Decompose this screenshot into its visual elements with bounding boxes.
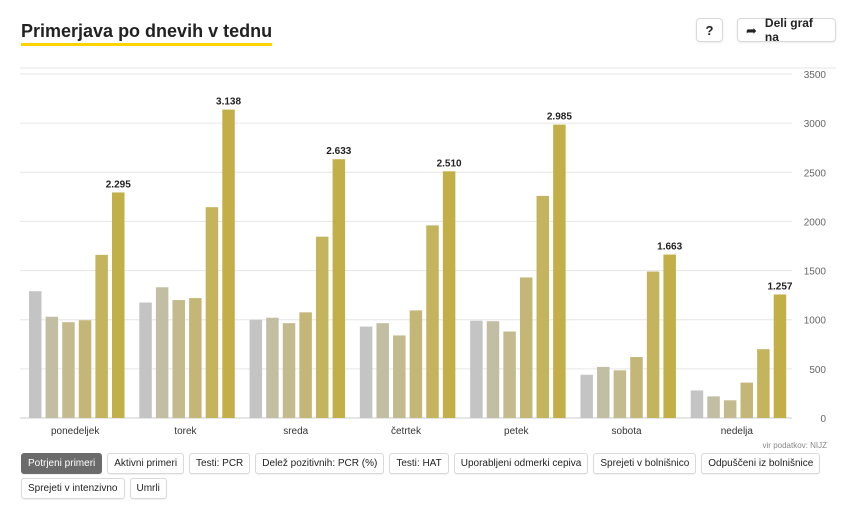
bar — [266, 317, 279, 418]
metric-button[interactable]: Odpuščeni iz bolnišnice — [701, 453, 821, 474]
bar — [189, 298, 202, 418]
bar — [580, 374, 593, 418]
bar — [536, 195, 550, 418]
bar — [249, 319, 263, 418]
x-tick-label: ponedeljek — [51, 426, 100, 437]
data-label: 1.257 — [767, 281, 792, 292]
data-label: 1.663 — [657, 242, 682, 253]
bar — [707, 396, 720, 418]
bar — [95, 254, 108, 418]
bar — [222, 109, 235, 418]
bar — [332, 159, 346, 418]
share-arrow-icon: ➦ — [746, 22, 757, 38]
y-tick-label: 500 — [809, 365, 826, 376]
y-tick-label: 3500 — [804, 70, 827, 81]
share-label: Deli graf na — [764, 16, 813, 44]
bar — [45, 316, 59, 418]
bar — [519, 277, 533, 418]
bar — [29, 291, 42, 418]
data-label: 2.985 — [547, 112, 572, 123]
bar — [205, 207, 219, 418]
bar — [78, 320, 92, 418]
bar — [282, 323, 296, 418]
metric-button[interactable]: Testi: HAT — [389, 453, 449, 474]
bar — [62, 322, 75, 418]
bar — [503, 331, 516, 418]
help-button[interactable]: ? — [696, 18, 723, 42]
bar — [773, 294, 787, 418]
bar — [723, 400, 737, 418]
bar — [409, 310, 423, 418]
y-tick-label: 0 — [820, 414, 826, 425]
bar — [646, 271, 660, 418]
y-tick-label: 1500 — [804, 267, 827, 278]
bar — [359, 326, 373, 418]
bar — [155, 287, 169, 418]
bar — [663, 254, 676, 418]
data-label: 2.295 — [106, 179, 131, 190]
data-label: 3.138 — [216, 97, 241, 108]
metric-button[interactable]: Testi: PCR — [189, 453, 251, 474]
chart-area: 0 500 1000 1500 2000 2500 3000 3500 2.295 ponedel… — [0, 60, 864, 450]
data-label: 2.633 — [326, 146, 351, 157]
bar-chart: 0 500 1000 1500 2000 2500 3000 3500 2.295 ponedel… — [20, 67, 836, 437]
bar — [597, 366, 610, 418]
y-tick-label: 2500 — [804, 168, 827, 179]
metric-button[interactable]: Aktivni primeri — [107, 453, 185, 474]
data-label: 2.510 — [437, 158, 462, 169]
y-tick-label: 1000 — [804, 316, 827, 327]
metric-button[interactable]: Delež pozitivnih: PCR (%) — [255, 453, 385, 474]
metric-button[interactable]: Sprejeti v bolnišnico — [593, 453, 697, 474]
bar — [470, 320, 483, 418]
bar — [553, 124, 566, 419]
bar — [112, 192, 125, 418]
bar — [299, 312, 312, 418]
x-tick-label: petek — [504, 426, 529, 437]
x-tick-label: četrtek — [391, 426, 422, 437]
metric-buttons: Potrjeni primeri Aktivni primeri Testi: PC… — [21, 453, 821, 499]
x-tick-label: nedelja — [721, 426, 754, 437]
metric-button[interactable]: Umrli — [129, 478, 167, 499]
bar — [315, 236, 329, 418]
bar — [172, 300, 185, 418]
x-tick-label: sreda — [283, 426, 308, 437]
chart-title: Primerjava po dnevih v tednu — [21, 20, 273, 46]
bar — [426, 225, 439, 418]
bar — [740, 382, 754, 418]
metric-button[interactable]: Potrjeni primeri — [21, 453, 103, 474]
bar — [690, 390, 704, 418]
bar — [486, 321, 500, 418]
y-tick-label: 3000 — [804, 119, 827, 130]
metric-button[interactable]: Sprejeti v intenzivno — [21, 478, 125, 499]
help-label: ? — [705, 22, 714, 38]
share-button[interactable]: ➦ Deli graf na — [737, 16, 836, 44]
x-tick-label: sobota — [612, 426, 642, 437]
bar — [393, 335, 406, 418]
bar — [757, 349, 770, 418]
metric-button[interactable]: Uporabljeni odmerki cepiva — [453, 453, 589, 474]
y-tick-label: 2000 — [804, 217, 827, 228]
bar — [630, 357, 643, 418]
bar — [376, 323, 389, 418]
bar — [613, 370, 627, 418]
bar — [442, 171, 456, 418]
x-tick-label: torek — [174, 426, 197, 437]
source-label: vir podatkov: NIJZ — [762, 441, 827, 450]
bar — [139, 302, 152, 418]
